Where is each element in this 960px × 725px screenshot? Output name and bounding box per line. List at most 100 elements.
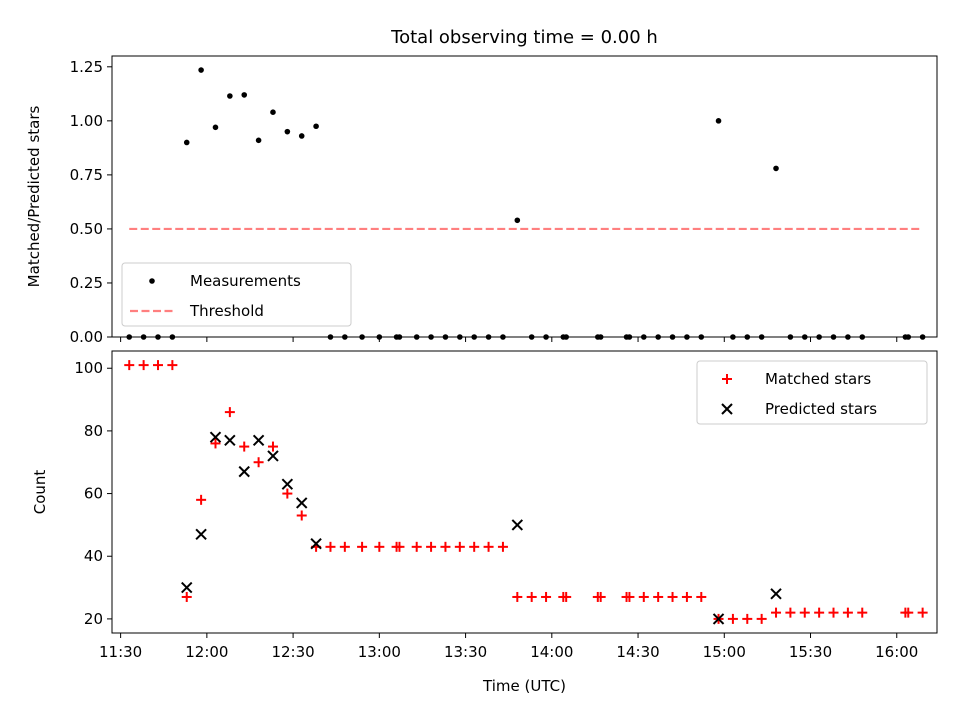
data-point: [411, 541, 422, 552]
data-point: [227, 93, 233, 99]
data-point: [727, 613, 738, 624]
x-tick-label: 13:30: [444, 643, 487, 661]
y-axis-ticks: 20 40 60 80 100: [74, 359, 112, 628]
data-point: [212, 124, 219, 131]
data-point: [426, 541, 437, 552]
y-tick-label: 20: [84, 610, 103, 628]
data-point: [267, 450, 279, 462]
data-point: [511, 519, 524, 531]
data-point: [310, 537, 322, 550]
data-point: [255, 137, 262, 144]
y-tick-label: 0.00: [70, 328, 103, 346]
x-tick-label: 14:30: [616, 643, 659, 661]
data-point: [167, 360, 178, 371]
legend-box: [121, 262, 352, 327]
data-point: [339, 541, 350, 552]
data-point: [828, 607, 839, 618]
y-tick-label: 60: [84, 485, 103, 503]
axes-frame: [111, 55, 938, 338]
y-tick-label: 1.25: [70, 58, 103, 76]
plot-marks: [124, 360, 928, 625]
legend-label: Threshold: [189, 302, 264, 320]
y-tick-label: 80: [84, 422, 103, 440]
legend-marker: [722, 374, 732, 384]
y-tick-label: 0.75: [70, 166, 103, 184]
data-point: [313, 123, 319, 130]
legend: Measurements Threshold: [121, 262, 352, 327]
data-point: [152, 360, 163, 371]
bottom-panel: 20 40 60 80 100 11:30 12:00 12:30 13:00 13:30 14:0…: [31, 350, 938, 695]
data-point: [298, 133, 305, 139]
data-point: [814, 607, 825, 618]
data-point: [903, 607, 914, 618]
data-point: [638, 591, 649, 602]
data-point: [394, 541, 405, 552]
x-tick-label: 11:30: [99, 643, 142, 661]
data-point: [241, 92, 248, 98]
data-point: [696, 591, 707, 602]
y-axis-ticks: 0.00 0.25 0.50 0.75 1.00 1.25: [70, 58, 112, 346]
x-tick-label: 14:00: [530, 643, 573, 661]
data-point: [181, 581, 193, 594]
data-point: [209, 431, 222, 443]
data-point: [440, 541, 451, 552]
top-panel: 0.00 0.25 0.50 0.75 1.00 1.25 Matched/Predicte…: [25, 27, 938, 346]
y-tick-label: 1.00: [70, 112, 103, 130]
x-axis-label: Time (UTC): [482, 677, 566, 695]
data-point: [198, 67, 204, 73]
data-point: [454, 541, 465, 552]
x-axis-ticks: 11:30 12:00 12:30 13:00 13:30 14:00 14:30 15:00…: [99, 633, 918, 661]
y-tick-label: 100: [74, 359, 103, 377]
data-point: [281, 478, 294, 490]
data-point: [497, 541, 508, 552]
data-point: [742, 613, 753, 624]
data-point: [239, 441, 250, 452]
data-point: [514, 217, 521, 224]
chart-title: Total observing time = 0.00 h: [390, 27, 658, 48]
legend-label: Predicted stars: [765, 400, 877, 418]
data-point: [715, 118, 722, 124]
x-tick-label: 15:00: [703, 643, 746, 661]
y-axis-label: Matched/Predicted stars: [25, 106, 43, 288]
legend-label: Measurements: [190, 272, 301, 290]
y-tick-label: 40: [84, 547, 103, 565]
data-point: [712, 613, 725, 625]
data-point: [624, 591, 635, 602]
data-point: [469, 541, 480, 552]
x-tick-label: 16:00: [875, 643, 918, 661]
x-tick-label: 15:30: [789, 643, 832, 661]
x-tick-label: 12:00: [185, 643, 228, 661]
data-point: [770, 588, 782, 600]
data-point: [238, 465, 250, 478]
data-point: [124, 360, 135, 371]
data-point: [857, 607, 868, 618]
data-point: [252, 434, 265, 447]
data-point: [270, 109, 276, 115]
data-point: [296, 510, 307, 521]
data-point: [224, 434, 236, 447]
data-point: [667, 591, 678, 602]
data-point: [785, 607, 796, 618]
series-predicted-stars: [181, 431, 782, 625]
data-point: [357, 541, 368, 552]
y-tick-label: 0.50: [70, 220, 103, 238]
series-matched-stars: [124, 360, 928, 624]
data-point: [195, 528, 207, 541]
data-point: [296, 497, 308, 509]
data-point: [541, 591, 552, 602]
data-point: [284, 128, 291, 135]
legend-marker: [149, 278, 155, 284]
data-point: [181, 591, 192, 602]
y-tick-label: 0.25: [70, 274, 103, 292]
y-axis-label: Count: [31, 470, 49, 515]
data-point: [224, 407, 235, 418]
data-point: [183, 139, 190, 146]
x-tick-label: 13:00: [358, 643, 401, 661]
data-point: [512, 591, 523, 602]
data-point: [526, 591, 537, 602]
legend-entry: Predicted stars: [721, 400, 877, 418]
data-point: [561, 591, 572, 602]
data-point: [773, 165, 779, 172]
data-point: [842, 607, 853, 618]
